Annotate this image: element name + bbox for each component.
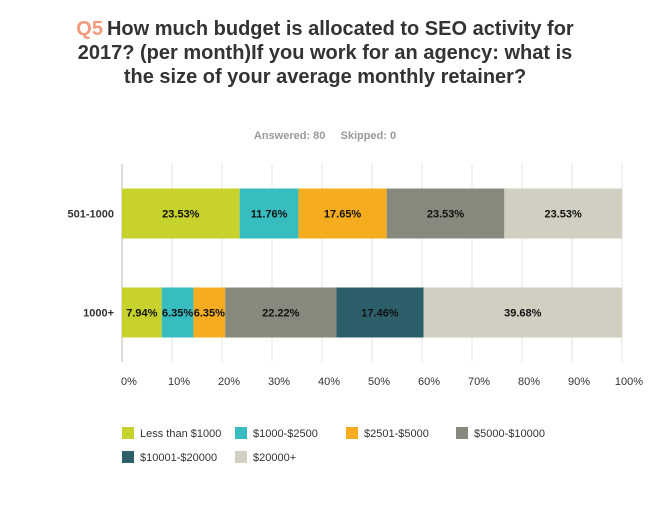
bar-segment	[423, 287, 622, 338]
data-label: 39.68%	[504, 308, 542, 320]
bar-segment	[386, 188, 505, 239]
bar-segment	[225, 287, 337, 338]
data-label: 23.53%	[162, 209, 200, 221]
data-label: 11.76%	[251, 209, 288, 221]
skipped-count: Skipped: 0	[340, 130, 397, 142]
data-label: 17.65%	[324, 209, 362, 221]
question-number: Q5	[76, 18, 103, 40]
x-tick-label: 60%	[418, 376, 440, 388]
legend-swatch	[235, 427, 247, 439]
bar-segment	[298, 188, 387, 239]
data-label: 23.53%	[545, 209, 583, 221]
legend-item: $10001-$20000	[122, 451, 217, 464]
answered-count: Answered: 80	[253, 130, 326, 142]
legend-swatch	[122, 427, 134, 439]
x-tick-label: 30%	[268, 376, 290, 388]
legend-label: $5000-$10000	[474, 428, 545, 440]
data-label: 17.46%	[361, 308, 399, 320]
x-tick-label: 10%	[168, 376, 190, 388]
legend-label: Less than $1000	[140, 428, 222, 440]
category-label: 1000+	[83, 308, 114, 320]
data-label: 6.35%	[162, 308, 193, 320]
chart-title: Q5 How much budget is allocated to SEO ac…	[60, 17, 590, 89]
bar-segment	[504, 188, 622, 239]
legend-item: $1000-$2500	[235, 427, 318, 440]
x-tick-label: 90%	[568, 376, 590, 388]
category-label: 501-1000	[68, 209, 115, 221]
bar-segment	[193, 287, 226, 338]
legend-swatch	[122, 451, 134, 463]
legend-label: $20000+	[253, 452, 297, 464]
legend-swatch	[456, 427, 468, 439]
x-tick-label: 40%	[318, 376, 340, 388]
legend-item: $2501-$5000	[346, 427, 429, 440]
legend-label: $2501-$5000	[364, 428, 429, 440]
x-tick-label: 50%	[368, 376, 390, 388]
bar-segment	[239, 188, 299, 239]
bar-segment	[122, 188, 240, 239]
legend-label: $1000-$2500	[253, 428, 318, 440]
question-text: How much budget is allocated to SEO acti…	[77, 18, 574, 88]
response-stats: Answered: 80 Skipped: 0	[0, 130, 650, 142]
data-label: 6.35%	[194, 308, 225, 320]
legend-swatch	[346, 427, 358, 439]
x-tick-label: 70%	[468, 376, 490, 388]
data-label: 23.53%	[427, 209, 465, 221]
bar-segment	[122, 287, 162, 338]
x-tick-label: 20%	[218, 376, 240, 388]
legend-swatch	[235, 451, 247, 463]
legend-label: $10001-$20000	[140, 452, 218, 464]
x-tick-label: 80%	[518, 376, 540, 388]
legend-item: Less than $1000	[122, 427, 221, 440]
x-tick-label: 100%	[615, 376, 643, 388]
data-label: 7.94%	[126, 308, 157, 320]
x-tick-label: 0%	[121, 376, 137, 388]
bar-segment	[161, 287, 194, 338]
legend-item: $20000+	[235, 451, 296, 464]
data-label: 22.22%	[262, 308, 300, 320]
legend-item: $5000-$10000	[456, 427, 545, 440]
bar-segment	[336, 287, 424, 338]
